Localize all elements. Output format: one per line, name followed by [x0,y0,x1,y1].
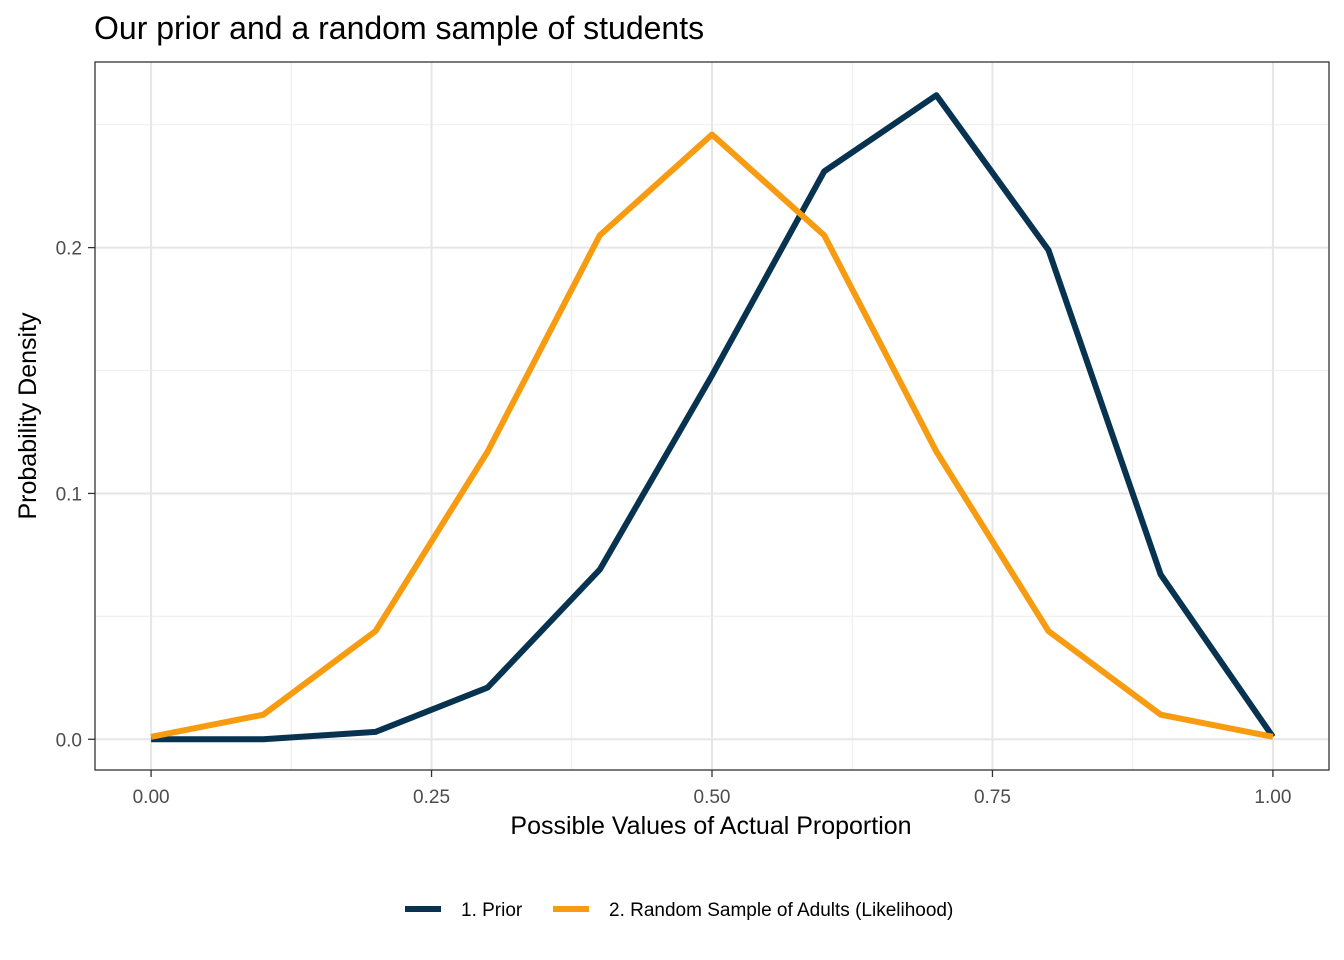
y-tick-label: 0.0 [56,730,82,751]
series-line-2 [150,131,1274,740]
legend-label-1: 1. Prior [461,900,523,921]
legend: 1. Prior 2. Random Sample of Adults (Like… [405,900,953,921]
x-tick-label: 0.25 [413,787,450,808]
x-tick-label: 0.75 [974,787,1011,808]
legend-item-1: 1. Prior [405,900,523,921]
y-tick-label: 0.1 [56,484,82,505]
y-tick-label: 0.2 [56,239,82,260]
y-axis: 0.0 0.1 0.2 [56,239,95,751]
x-tick-label: 0.50 [694,787,731,808]
chart-title: Our prior and a random sample of student… [94,10,704,46]
x-tick-label: 0.00 [133,787,170,808]
x-axis-title: Possible Values of Actual Proportion [510,812,911,840]
x-tick-label: 1.00 [1254,787,1291,808]
y-axis-title: Probability Density [14,312,42,520]
series-lines [150,92,1276,743]
grid-major [95,62,1329,770]
legend-label-2: 2. Random Sample of Adults (Likelihood) [609,900,953,921]
legend-item-2: 2. Random Sample of Adults (Likelihood) [553,900,953,921]
series-line-1 [151,92,1276,743]
x-axis: 0.00 0.25 0.50 0.75 1.00 [133,770,1291,808]
